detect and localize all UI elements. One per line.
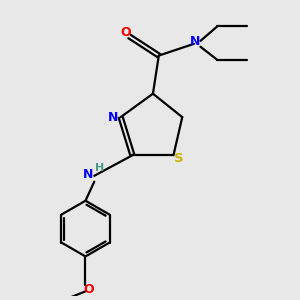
Text: O: O <box>83 283 94 296</box>
Text: S: S <box>174 152 183 165</box>
Text: N: N <box>108 111 118 124</box>
Text: O: O <box>121 26 131 40</box>
Text: N: N <box>190 35 201 48</box>
Text: N: N <box>82 168 93 181</box>
Text: H: H <box>95 163 104 172</box>
